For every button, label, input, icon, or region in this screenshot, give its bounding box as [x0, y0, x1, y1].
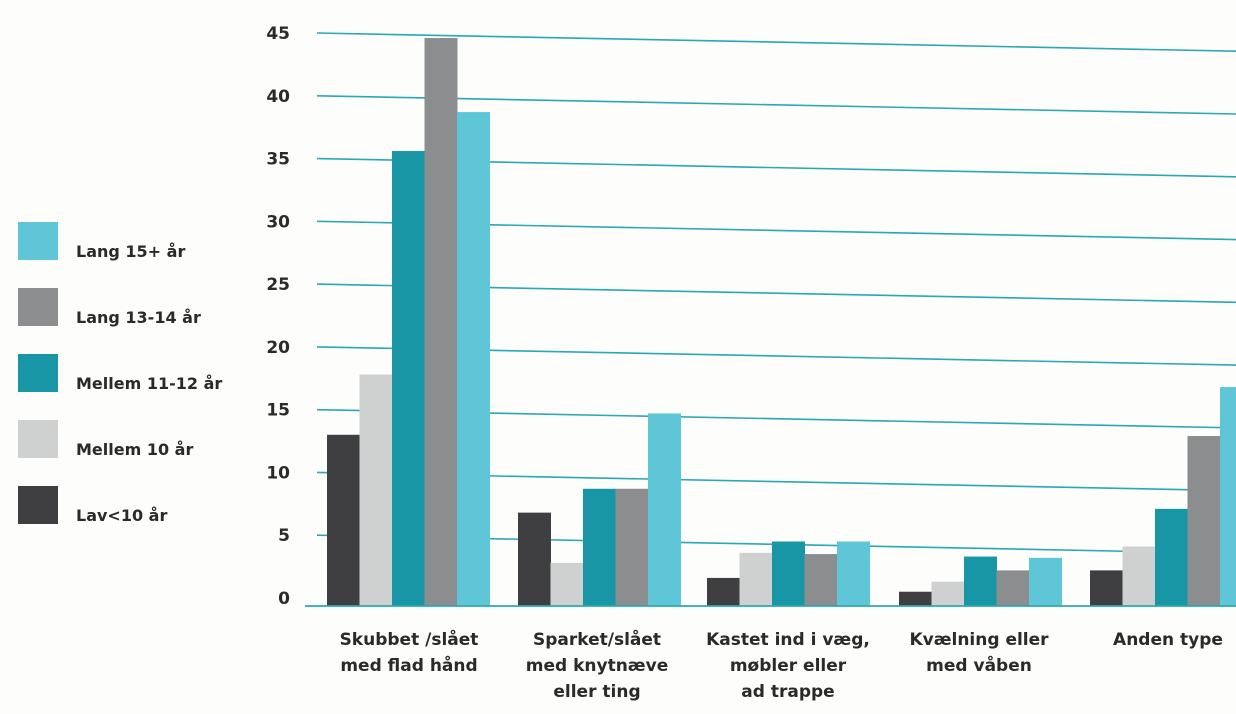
x-category-label-0-line-1: med flad hånd: [340, 654, 477, 676]
bar-2-2: [772, 541, 805, 606]
bar-0-4: [457, 112, 490, 606]
bar-1-2: [583, 488, 616, 606]
x-category-label-1-line-1: med knytnæve: [526, 656, 668, 676]
y-tick-label-0: 0: [278, 589, 290, 609]
bar-3-3: [996, 570, 1030, 606]
legend-label-mellem-11-12: Mellem 11-12 år: [76, 374, 223, 393]
bar-3-1: [931, 581, 965, 606]
y-tick-label-35: 35: [266, 150, 290, 170]
y-tick-label-5: 5: [278, 526, 290, 546]
x-category-label-2-line-1: møbler eller: [730, 656, 847, 676]
x-category-label-4-line-0: Anden type: [1113, 630, 1223, 650]
bar-2-3: [804, 554, 838, 606]
x-category-label-1-line-2: eller ting: [553, 682, 640, 702]
bar-0-2: [392, 151, 425, 606]
bar-4-4: [1220, 387, 1236, 606]
legend-label-mellem-10: Mellem 10 år: [76, 440, 194, 459]
bar-1-1: [550, 562, 584, 606]
y-tick-label-45: 45: [266, 24, 290, 44]
x-category-label-2-line-2: ad trappe: [741, 682, 834, 702]
legend-swatch-mellem-11-12: [18, 354, 58, 392]
gridline-40: [316, 94, 1236, 115]
bar-2-0: [707, 577, 740, 606]
legend-swatch-lav-10: [18, 486, 58, 524]
bar-3-0: [899, 591, 932, 606]
bar-4-1: [1122, 546, 1156, 606]
x-category-label-1-line-0: Sparket/slået: [533, 628, 661, 650]
bar-1-4: [648, 413, 681, 606]
bar-4-2: [1155, 508, 1188, 606]
bar-4-0: [1090, 570, 1123, 606]
x-category-label-2-line-0: Kastet ind i væg,: [706, 630, 870, 650]
legend-swatch-mellem-10: [18, 420, 58, 458]
bar-4-3: [1187, 436, 1221, 606]
x-category-label-3-line-1: med våben: [926, 654, 1032, 676]
y-tick-label-15: 15: [266, 401, 290, 421]
y-tick-label-20: 20: [266, 338, 290, 358]
y-tick-label-25: 25: [266, 275, 290, 295]
bar-3-4: [1029, 557, 1062, 606]
legend-label-lang-13-14: Lang 13-14 år: [76, 308, 201, 327]
bar-0-0: [327, 434, 360, 606]
bar-0-1: [359, 374, 393, 606]
x-category-label-3-line-0: Kvælning eller: [909, 630, 1049, 650]
y-tick-label-30: 30: [266, 212, 290, 232]
legend-swatch-lang-13-14: [18, 288, 58, 326]
bar-1-3: [615, 488, 649, 606]
y-tick-label-40: 40: [266, 87, 290, 107]
bar-1-0: [518, 512, 551, 606]
gridline-45: [316, 32, 1236, 53]
legend-label-lav-10: Lav<10 år: [76, 506, 168, 525]
x-category-label-0-line-0: Skubbet /slået: [340, 628, 479, 650]
bar-2-4: [837, 541, 870, 606]
legend-label-lang-15: Lang 15+ år: [76, 242, 186, 261]
y-tick-label-10: 10: [266, 463, 290, 483]
bar-0-3: [424, 38, 458, 607]
bar-2-1: [739, 552, 773, 606]
legend-swatch-lang-15: [18, 222, 58, 260]
bar-3-2: [964, 556, 997, 606]
